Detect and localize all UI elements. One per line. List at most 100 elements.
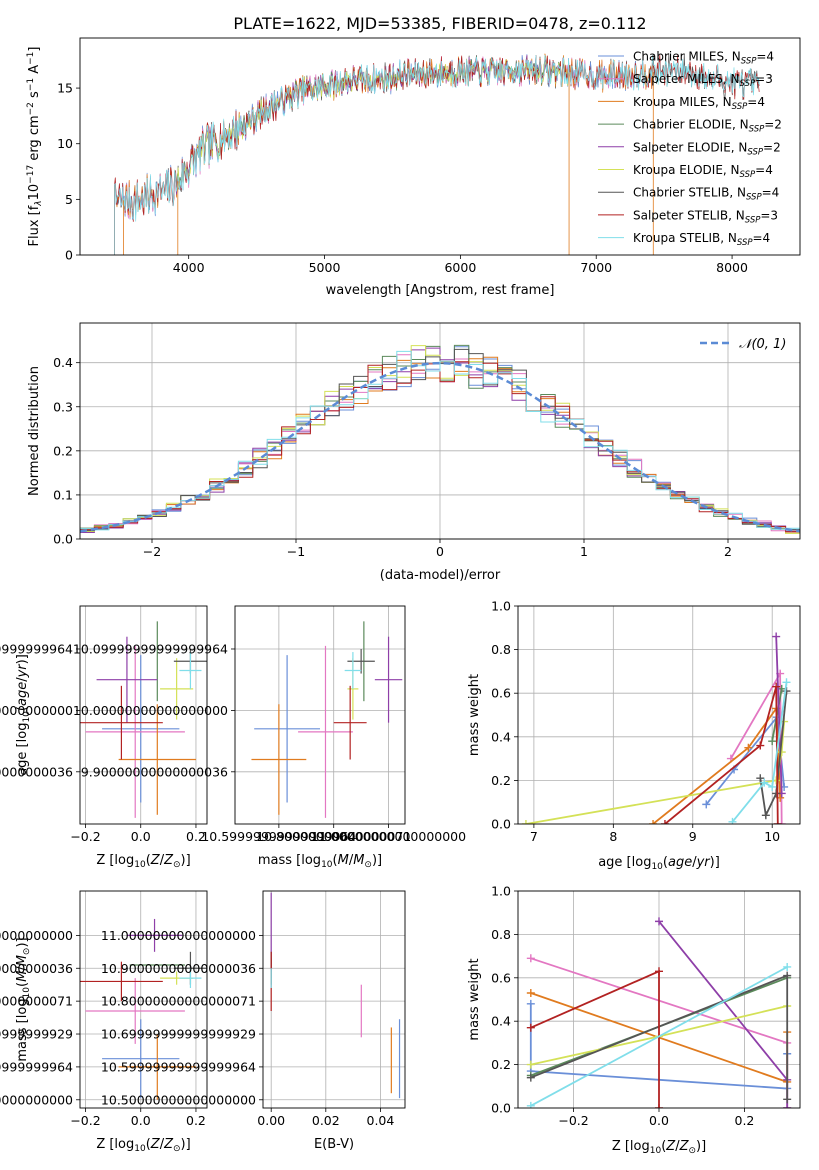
- y-tick-label: 10.50000000000000000: [101, 1092, 256, 1107]
- y-tick-label: 0.0: [53, 532, 73, 547]
- y-tick-label: 0.8: [491, 642, 511, 657]
- weight-marker: [768, 737, 777, 746]
- x-tick-label: −0.2: [558, 1113, 588, 1128]
- y-tick-label: 15: [57, 81, 73, 96]
- x-tick-label: 11.00000000000000000: [311, 829, 466, 844]
- legend-entry: Chabrier STELIB, NSSP=4: [633, 186, 779, 203]
- y-tick-label: 0.0: [491, 1101, 511, 1116]
- y-tick-label: 0.4: [491, 1014, 511, 1029]
- x-tick-label: 0.00: [257, 1113, 285, 1128]
- weight-marker: [756, 774, 765, 783]
- error-bar-kroupa-stelib: [179, 968, 202, 988]
- x-tick-label: 0.2: [186, 1113, 206, 1128]
- weight-marker: [526, 988, 535, 997]
- y-tick-label: 10.59999999999999964: [0, 1059, 73, 1074]
- y-tick-label: 10.59999999999999964: [101, 1059, 256, 1074]
- x-tick-label: 8: [609, 829, 617, 844]
- x-axis-label: mass [log10(M/M⊙)]: [258, 853, 382, 870]
- normal-curve: [79, 361, 801, 533]
- age_vs_mass-axes: 10.5999999999999996410.80000000000000071…: [73, 606, 466, 844]
- histogram-salpeter-stelib: [80, 361, 800, 533]
- weight-series-kroupa-elodie: [521, 717, 789, 824]
- weight-series-chabrier-stelib: [756, 687, 791, 820]
- x-tick-label: 7000: [580, 260, 612, 275]
- y-axis-label: mass weight: [467, 958, 482, 1040]
- weight-series-kroupa-stelib: [526, 962, 792, 1108]
- y-tick-label: 10.80000000000000071: [0, 994, 73, 1009]
- y-tick-label: 10.90000000000000036: [0, 961, 73, 976]
- weight-series-salpeter-stelib: [526, 967, 663, 1108]
- error-bar-kroupa-stelib: [344, 652, 362, 689]
- y-axis-label: mass [log10(M/M⊙)]: [15, 937, 32, 1061]
- error-bar-salpeter-stelib: [80, 685, 163, 760]
- weight-series-kroupa-stelib: [728, 678, 791, 824]
- y-tick-label: 10: [57, 136, 73, 151]
- x-tick-label: 0.04: [367, 1113, 395, 1128]
- weight-marker: [783, 962, 792, 971]
- error-bar-chabrier-stelib: [347, 648, 375, 674]
- x-tick-label: −2: [143, 544, 161, 559]
- y-tick-label: 0: [65, 248, 73, 263]
- legend-entry: Salpeter ELODIE, NSSP=2: [633, 140, 781, 157]
- y-tick-label: 11.00000000000000000: [0, 928, 73, 943]
- y-axis-label: Normed distribution: [27, 366, 42, 496]
- x-tick-label: 6000: [444, 260, 476, 275]
- weight-marker: [783, 1104, 792, 1108]
- weight-line: [731, 682, 788, 823]
- mass_vs_ebv-axes: 0.00 0.02 0.04 10.50000000000000000 10.59999…: [101, 891, 405, 1128]
- weight-marker: [728, 817, 737, 824]
- error-bar-salpeter-miles: [85, 645, 185, 818]
- axes-frame: [79, 37, 801, 256]
- legend-entry: Chabrier ELODIE, NSSP=2: [633, 118, 782, 135]
- error-bar-salpeter-miles: [298, 645, 353, 818]
- axes-frame: [234, 605, 406, 825]
- massweight_vs_Z-axes: −0.2 0.0 0.2 0.0 0.2 0.4 0.6 0.8 1.0: [491, 884, 800, 1128]
- x-axis-label: Z [log10(Z/Z⊙)]: [612, 1139, 706, 1156]
- y-tick-label: 10.00000000000000000: [0, 703, 73, 718]
- x-tick-label: 10.80000000000000071: [256, 829, 411, 844]
- residuals-axes: −2 −1 0 1 2 0.0 0.1 0.2 0.3 0.4: [53, 323, 800, 559]
- weight-marker: [772, 682, 781, 691]
- legend-entry: Salpeter MILES, NSSP=3: [633, 72, 773, 89]
- weight-line: [652, 705, 781, 824]
- weight-marker: [782, 678, 791, 687]
- x-tick-label: 4000: [173, 260, 205, 275]
- x-axis-label: age [log10(age/yr)]: [598, 855, 720, 872]
- axes-frame: [79, 890, 208, 1109]
- x-axis-label: (data-model)/error: [380, 568, 501, 583]
- spectrum-axes: 4000 5000 6000 7000 8000 0 5 10 15: [57, 81, 748, 275]
- weight-marker: [772, 789, 781, 798]
- y-tick-label: 10.50000000000000000: [0, 1092, 73, 1107]
- x-tick-label: 10.59999999999999964: [201, 829, 356, 844]
- weight-line: [530, 969, 660, 1108]
- error-bar-kroupa-miles: [118, 1034, 196, 1100]
- y-tick-label: 10.80000000000000071: [101, 994, 256, 1009]
- error-bar-chabrier-miles: [254, 655, 320, 803]
- axes-frame: [79, 605, 208, 825]
- x-tick-label: −0.2: [70, 1113, 100, 1128]
- weight-marker: [702, 800, 711, 809]
- legend-entry: Salpeter STELIB, NSSP=3: [633, 208, 778, 225]
- x-axis-label: Z [log10(Z/Z⊙)]: [96, 853, 190, 870]
- error-bar-salpeter-elodie: [374, 636, 403, 723]
- x-tick-label: 0.0: [649, 1113, 669, 1128]
- y-tick-label: 0.6: [491, 686, 511, 701]
- weight-marker: [773, 820, 782, 824]
- y-tick-label: 0.0: [491, 817, 511, 832]
- error-bar-salpeter-elodie: [96, 636, 158, 723]
- x-tick-label: 2: [724, 544, 732, 559]
- y-tick-label: 10.09999999999999964: [73, 641, 228, 656]
- error-bar-kroupa-elodie: [160, 658, 194, 720]
- y-tick-label: 0.2: [491, 1057, 511, 1072]
- weight-marker: [526, 1073, 535, 1082]
- x-tick-label: −1: [287, 544, 305, 559]
- massweight_vs_age-axes: 7 8 9 10 0.0 0.2 0.4 0.6 0.8 1.0: [491, 599, 800, 844]
- y-tick-label: 0.4: [491, 729, 511, 744]
- weight-marker: [744, 743, 753, 752]
- age_vs_Z-axes: −0.2 0.0 0.2 9.90000000000000036 10.00000000…: [0, 606, 207, 844]
- weight-marker: [655, 967, 663, 976]
- y-tick-label: 0.2: [491, 773, 511, 788]
- weight-line: [658, 920, 789, 1108]
- weight-marker: [756, 741, 765, 750]
- spectrum-line-salpeter-elodie: [175, 55, 569, 195]
